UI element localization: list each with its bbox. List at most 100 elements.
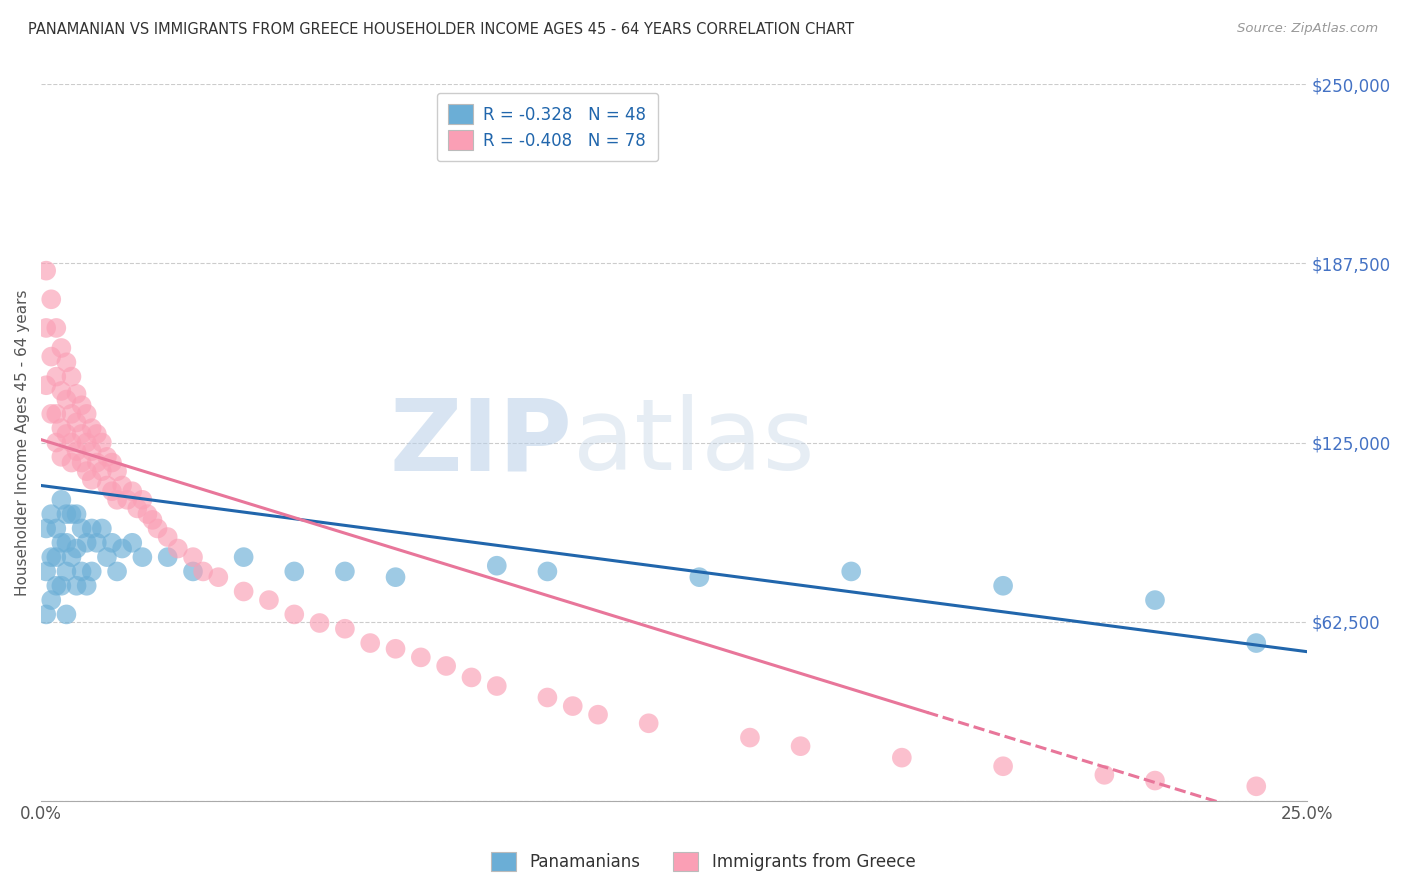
Point [80,565,103,579]
Point [45,550,67,565]
Point [45,321,67,335]
Point [86,456,108,470]
Point [536,690,558,705]
Point [60,369,83,384]
Point [359,636,381,650]
Point [96,450,118,464]
Point [101,456,124,470]
Point [45,579,67,593]
Point [80,444,103,458]
Point [65,444,87,458]
Point [80,421,103,435]
Point [283,565,305,579]
Point [90,521,112,535]
Point [434,659,457,673]
Point [181,565,204,579]
Point [308,615,330,630]
Point [485,679,508,693]
Point [333,565,356,579]
Point [111,478,134,492]
Point [105,492,128,507]
Point [166,541,188,556]
Point [207,570,229,584]
Point [39,593,62,607]
Point [35,378,58,392]
Legend: R = -0.328   N = 48, R = -0.408   N = 78: R = -0.328 N = 48, R = -0.408 N = 78 [437,93,658,161]
Point [70,456,93,470]
Point [35,263,58,277]
Point [80,473,103,487]
Point [121,536,143,550]
Point [1244,779,1267,793]
Point [146,521,169,535]
Point [45,407,67,421]
Point [65,387,87,401]
Point [70,521,93,535]
Point [136,507,159,521]
Point [156,550,179,565]
Point [688,570,710,584]
Point [55,392,77,407]
Point [70,398,93,412]
Point [45,521,67,535]
Point [384,641,406,656]
Point [121,484,143,499]
Point [191,565,214,579]
Point [586,707,609,722]
Point [39,507,62,521]
Point [96,478,118,492]
Point [1244,636,1267,650]
Text: ZIP: ZIP [389,394,572,491]
Point [76,435,98,450]
Point [141,513,163,527]
Point [131,492,153,507]
Point [51,536,73,550]
Point [1143,773,1166,788]
Point [55,607,77,622]
Point [55,507,77,521]
Point [991,759,1014,773]
Point [101,484,124,499]
Point [70,565,93,579]
Point [65,579,87,593]
Point [181,550,204,565]
Point [384,570,406,584]
Point [86,426,108,441]
Point [333,622,356,636]
Point [90,464,112,478]
Point [51,492,73,507]
Point [80,521,103,535]
Text: Source: ZipAtlas.com: Source: ZipAtlas.com [1237,22,1378,36]
Point [536,565,558,579]
Point [51,341,73,355]
Point [65,416,87,430]
Point [111,541,134,556]
Point [51,384,73,398]
Point [35,521,58,535]
Point [76,536,98,550]
Point [131,550,153,565]
Point [738,731,761,745]
Point [789,739,811,754]
Point [65,541,87,556]
Point [39,407,62,421]
Point [460,670,482,684]
Point [55,355,77,369]
Point [485,558,508,573]
Point [76,407,98,421]
Text: PANAMANIAN VS IMMIGRANTS FROM GREECE HOUSEHOLDER INCOME AGES 45 - 64 YEARS CORRE: PANAMANIAN VS IMMIGRANTS FROM GREECE HOU… [28,22,855,37]
Point [101,536,124,550]
Point [35,321,58,335]
Point [105,565,128,579]
Point [257,593,280,607]
Point [60,456,83,470]
Point [991,579,1014,593]
Point [86,536,108,550]
Point [90,435,112,450]
Point [35,607,58,622]
Point [156,530,179,544]
Point [60,507,83,521]
Point [60,550,83,565]
Point [39,350,62,364]
Point [55,565,77,579]
